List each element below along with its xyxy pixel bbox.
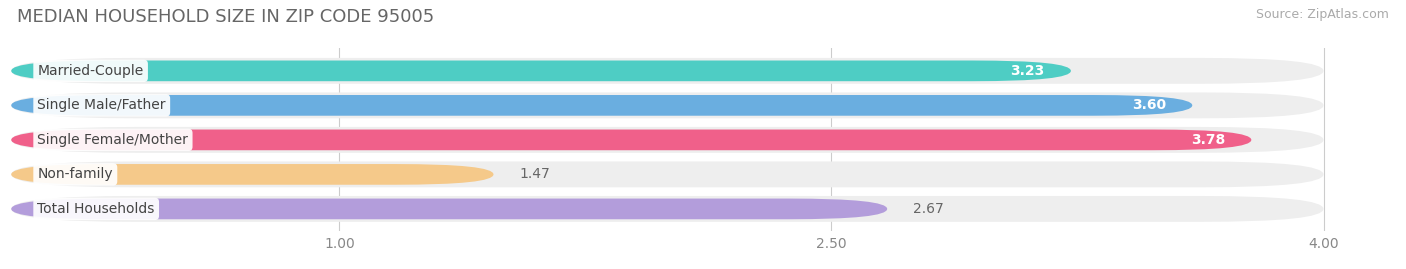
Text: 3.60: 3.60 <box>1132 98 1166 112</box>
Text: Source: ZipAtlas.com: Source: ZipAtlas.com <box>1256 8 1389 21</box>
FancyBboxPatch shape <box>11 196 1323 222</box>
Text: Single Male/Father: Single Male/Father <box>38 98 166 112</box>
FancyBboxPatch shape <box>11 199 887 219</box>
FancyBboxPatch shape <box>11 127 1323 153</box>
Text: Non-family: Non-family <box>38 167 112 181</box>
Text: 2.67: 2.67 <box>914 202 945 216</box>
FancyBboxPatch shape <box>11 93 1323 118</box>
FancyBboxPatch shape <box>11 61 1071 81</box>
Text: Total Households: Total Households <box>38 202 155 216</box>
Text: Married-Couple: Married-Couple <box>38 64 143 78</box>
FancyBboxPatch shape <box>11 95 1192 116</box>
FancyBboxPatch shape <box>11 161 1323 187</box>
FancyBboxPatch shape <box>11 130 1251 150</box>
Text: MEDIAN HOUSEHOLD SIZE IN ZIP CODE 95005: MEDIAN HOUSEHOLD SIZE IN ZIP CODE 95005 <box>17 8 434 26</box>
Text: 3.23: 3.23 <box>1011 64 1045 78</box>
Text: 1.47: 1.47 <box>520 167 551 181</box>
FancyBboxPatch shape <box>11 58 1323 84</box>
Text: Single Female/Mother: Single Female/Mother <box>38 133 188 147</box>
FancyBboxPatch shape <box>11 164 494 185</box>
Text: 3.78: 3.78 <box>1191 133 1225 147</box>
